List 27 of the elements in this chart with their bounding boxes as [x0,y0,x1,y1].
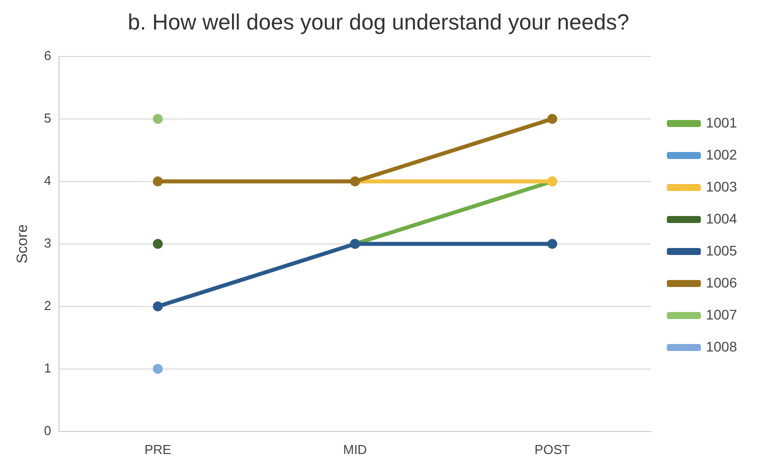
point [152,176,163,186]
point [152,301,163,312]
point [152,114,163,124]
y-tick-label: 6 [44,48,52,63]
y-tick-label: 1 [44,360,52,376]
legend-label: 1004 [706,210,738,226]
x-tick-label: MID [343,442,367,457]
legend-label: 1006 [706,274,738,290]
point [547,114,558,124]
legend-label: 1001 [706,114,738,130]
legend-label: 1002 [706,146,738,162]
y-tick-label: 0 [44,422,52,438]
y-tick-label: 2 [44,298,52,313]
point [152,238,163,249]
legend-label: 1008 [706,338,738,354]
y-axis-title: Score [14,224,32,264]
y-tick-label: 5 [44,110,52,126]
y-tick-label: 3 [44,235,52,250]
y-tick-label: 4 [44,172,52,188]
point [547,238,558,249]
x-tick-label: PRE [144,442,172,457]
legend-label: 1005 [706,242,738,258]
legend-label: 1007 [706,306,738,322]
legend-label: 1003 [706,178,738,194]
point [152,364,163,374]
chart-title: b. How well does your dog understand your needs? [128,9,630,34]
x-tick-label: POST [534,442,570,457]
